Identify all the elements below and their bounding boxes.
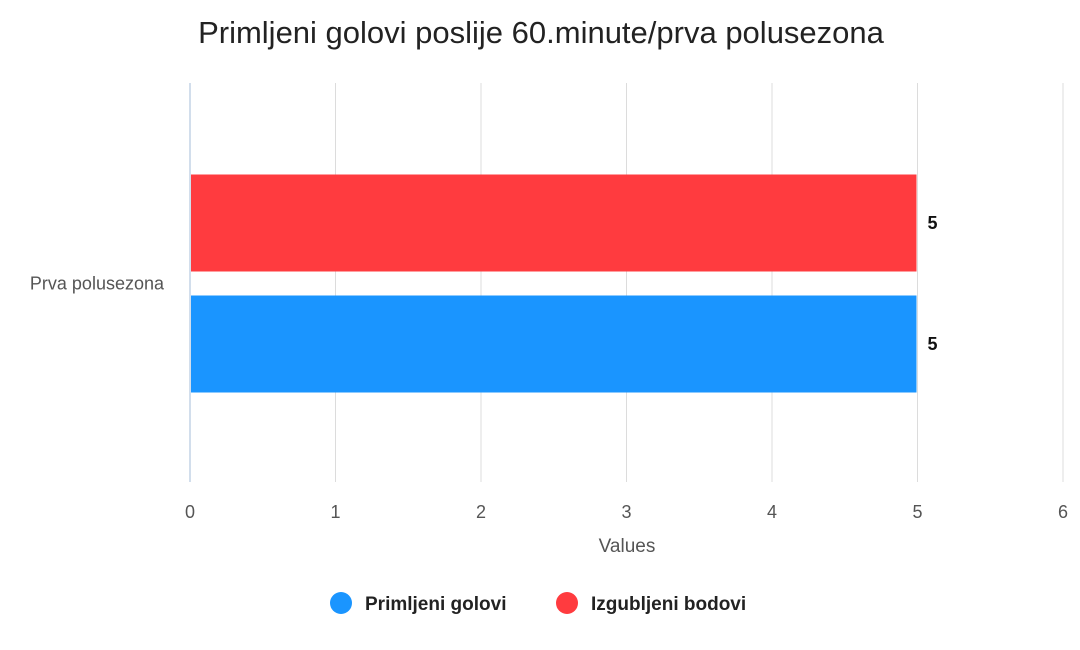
x-tick-label: 3 [621,502,631,522]
x-axis-ticks: 0 1 2 3 4 5 6 [185,502,1068,522]
legend-marker [556,592,578,614]
x-tick-label: 4 [767,502,777,522]
x-tick-label: 0 [185,502,195,522]
bar-primljeni-golovi [191,295,917,393]
x-axis-label: Values [599,536,656,557]
gridlines [189,83,1064,482]
category-labels: Prva polusezona [30,274,165,294]
data-label: 5 [928,213,938,233]
legend-label: Primljeni golovi [365,594,506,615]
data-label: 5 [928,334,938,354]
x-tick-label: 1 [330,502,340,522]
bar-izgubljeni-bodovi [191,174,917,272]
legend-label: Izgubljeni bodovi [591,594,746,615]
chart-title: Primljeni golovi poslije 60.minute/prva … [198,15,885,50]
bars: 55 [191,174,938,393]
x-tick-label: 6 [1058,502,1068,522]
category-label: Prva polusezona [30,274,165,294]
x-tick-label: 2 [476,502,486,522]
x-tick-label: 5 [912,502,922,522]
legend: Primljeni golovi Izgubljeni bodovi [330,592,746,615]
legend-marker [330,592,352,614]
